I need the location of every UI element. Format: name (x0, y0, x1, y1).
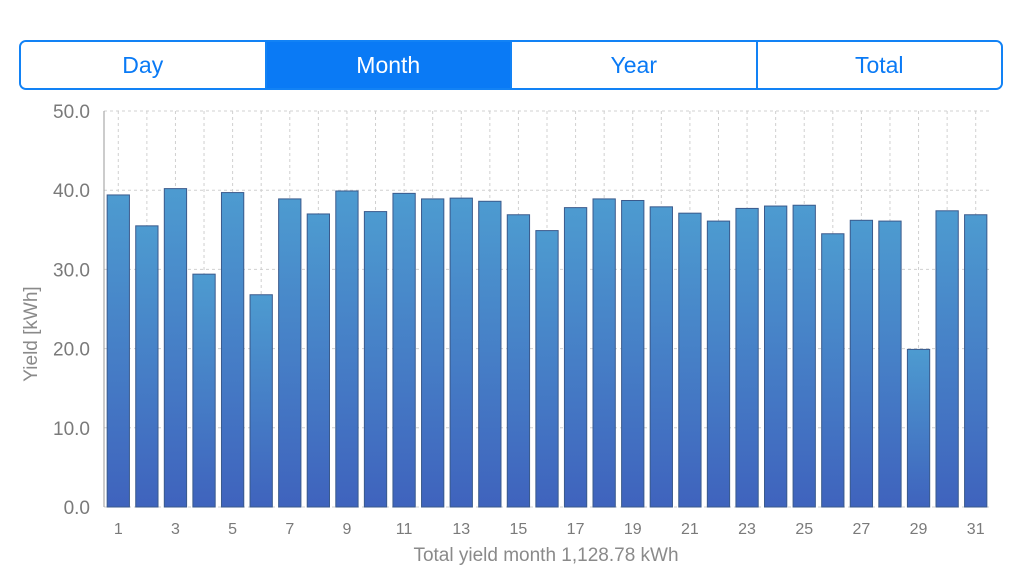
bar-day-28 (878, 220, 902, 508)
bar-day-23 (735, 207, 759, 508)
x-axis-label: Total yield month 1,128.78 kWh (413, 545, 678, 566)
bar-day-10 (363, 211, 388, 508)
bar-day-2 (135, 225, 159, 508)
bar-day-13 (449, 197, 473, 508)
bar-day-25 (792, 204, 816, 508)
bar-day-16 (535, 230, 559, 508)
x-tick-label: 15 (510, 521, 528, 538)
yield-bar-chart: 0.010.020.030.040.050.0 1 3 5 7 9 11 13 15 17 19 2… (21, 102, 990, 566)
tab-day[interactable]: Day (21, 42, 265, 88)
x-tick-label: 7 (285, 521, 294, 538)
x-tick-label: 27 (852, 521, 870, 538)
bar-day-1 (106, 194, 130, 508)
bar-day-4 (192, 273, 216, 508)
bar-day-31 (964, 214, 988, 508)
x-tick-label: 29 (910, 521, 928, 538)
bar-day-15 (506, 214, 531, 508)
bar-day-19 (621, 199, 645, 508)
tab-month[interactable]: Month (264, 42, 510, 88)
bar-day-26 (821, 233, 845, 508)
x-tick-label: 3 (171, 521, 180, 538)
bar-day-14 (478, 200, 502, 508)
bar-day-24 (763, 205, 788, 508)
x-tick-label: 5 (228, 521, 237, 538)
bar-day-5 (220, 192, 245, 508)
x-tick-label: 25 (795, 521, 813, 538)
x-tick-label: 9 (342, 521, 351, 538)
bars (106, 188, 988, 508)
y-tick-label: 0.0 (64, 498, 90, 519)
bar-day-6 (249, 294, 273, 508)
period-selector: Day Month Year Total (19, 40, 1003, 90)
y-tick-label: 50.0 (53, 102, 90, 123)
bar-day-11 (392, 192, 416, 508)
y-tick-label: 10.0 (53, 419, 90, 440)
bar-day-12 (421, 198, 445, 508)
bar-day-3 (163, 188, 188, 508)
y-tick-label: 40.0 (53, 181, 90, 202)
bar-day-9 (335, 190, 359, 508)
y-tick-label: 30.0 (53, 260, 90, 281)
x-tick-label: 17 (567, 521, 585, 538)
tab-total[interactable]: Total (755, 42, 1001, 88)
tab-year[interactable]: Year (510, 42, 756, 88)
x-tick-label: 11 (396, 521, 413, 538)
bar-day-30 (935, 210, 959, 508)
x-tick-label: 23 (738, 521, 756, 538)
bar-day-27 (849, 219, 874, 508)
x-tick-label: 1 (114, 521, 123, 538)
y-tick-label: 20.0 (53, 340, 90, 361)
y-axis-ticks: 0.0 10.0 20.0 30.0 40.0 50.0 (53, 102, 90, 519)
x-tick-label: 19 (624, 521, 642, 538)
x-tick-label: 31 (967, 521, 985, 538)
bar-day-8 (306, 213, 331, 508)
bar-day-22 (706, 220, 731, 508)
bar-day-29 (906, 348, 931, 508)
x-tick-label: 21 (681, 521, 699, 538)
bar-day-20 (649, 206, 673, 508)
x-tick-label: 13 (452, 521, 470, 538)
bar-day-18 (592, 198, 616, 508)
bar-day-17 (563, 207, 588, 508)
x-axis-ticks: 1 3 5 7 9 11 13 15 17 19 21 23 25 27 29 31 (114, 521, 985, 538)
bar-day-7 (278, 198, 302, 508)
y-axis-label: Yield [kWh] (21, 286, 42, 381)
bar-day-21 (678, 212, 702, 508)
